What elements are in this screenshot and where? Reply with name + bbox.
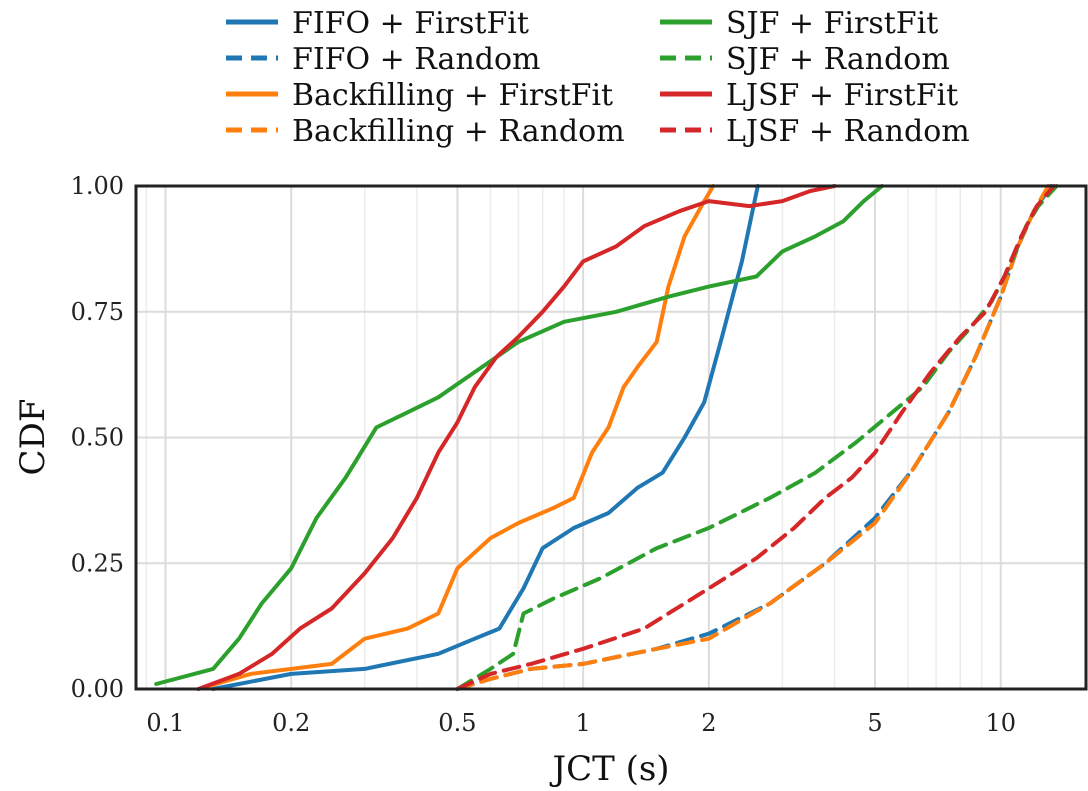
y-axis-label: CDF [13,399,53,476]
y-tick-labels: 0.00 0.25 0.50 0.75 1.00 [71,172,124,703]
series-layer [154,184,1059,691]
legend-label: Backfilling + FirstFit [292,78,613,113]
y-tick-label: 0.75 [71,298,124,326]
y-tick-label: 0.50 [71,424,124,452]
plot-frame [134,184,1088,691]
legend-label: Backfilling + Random [292,114,625,149]
legend-label: SJF + FirstFit [726,6,938,41]
x-axis-label: JCT (s) [549,749,669,789]
legend-label: SJF + Random [726,42,950,77]
x-tick-label: 0.1 [146,709,184,737]
x-tick-label: 1 [575,709,590,737]
y-tick-label: 0.25 [71,549,124,577]
series-line-ljsf-firstfit [196,184,837,691]
y-tick-label: 0.00 [71,675,124,703]
legend-label: FIFO + FirstFit [292,6,529,41]
x-tick-label: 10 [985,709,1016,737]
legend-label: FIFO + Random [292,42,540,77]
x-tick-labels: 0.1 0.2 0.5 1 2 5 10 [146,709,1016,737]
x-tick-label: 0.5 [438,709,476,737]
series-line-ljsf-random [455,184,1056,691]
x-tick-label: 5 [867,709,882,737]
x-tick-label: 2 [701,709,716,737]
x-tick-label: 0.2 [272,709,310,737]
series-line-fifo-firstfit [211,184,760,691]
y-tick-label: 1.00 [71,172,124,200]
legend-label: LJSF + Random [726,114,970,149]
series-line-backfilling-random [455,184,1051,691]
legend-label: LJSF + FirstFit [726,78,958,113]
